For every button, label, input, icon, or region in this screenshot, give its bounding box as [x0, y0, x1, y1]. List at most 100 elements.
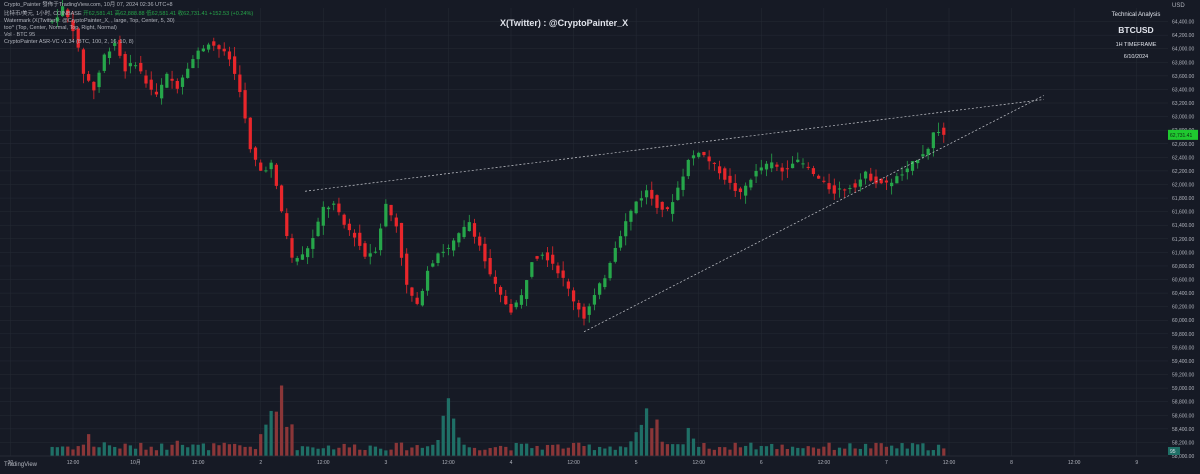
candle-body [624, 221, 628, 237]
candle-body [837, 188, 842, 190]
volume-bar [770, 443, 774, 456]
candle-body [738, 188, 743, 193]
volume-bar [624, 447, 628, 456]
volume-bar [154, 450, 159, 456]
volume-bar [910, 443, 915, 456]
candle-body [660, 201, 664, 210]
candle-body [535, 256, 539, 259]
volume-bar [931, 450, 935, 456]
candle-body [384, 203, 388, 227]
technical-analysis-box: Technical Analysis BTCUSD 1H TIMEFRAME 6… [1086, 12, 1186, 60]
volume-bar [107, 445, 112, 456]
candle-body [785, 168, 789, 170]
candle-body [603, 278, 607, 288]
indicator-too-legend[interactable]: too^ (Top, Center, Normal, Top, Right, N… [4, 25, 117, 31]
x-tick-label: 6 [760, 460, 763, 466]
tradingview-logo[interactable]: TradingView [4, 462, 38, 468]
watermark-text: X(Twitter) : @CryptoPainter_X [500, 18, 629, 28]
candle-body [504, 295, 508, 305]
candle-body [691, 155, 696, 159]
y-tick-label: 58,000.00 [1172, 454, 1194, 460]
candle-body [634, 201, 638, 214]
volume-bar [483, 449, 487, 456]
y-tick-label: 63,000.00 [1172, 115, 1194, 121]
candle-body [243, 90, 247, 119]
volume-bar [676, 444, 680, 456]
candle-body [936, 131, 941, 133]
x-tick-label: 12:00 [67, 460, 80, 466]
candle-body [681, 176, 685, 190]
candle-body [170, 78, 174, 81]
volume-bar [759, 445, 763, 456]
ta-date: 6/10/2024 [1123, 54, 1149, 60]
candle-body [358, 232, 362, 246]
volume-bar [863, 443, 868, 456]
volume-bar [884, 446, 889, 456]
candle-body [676, 187, 680, 200]
volume-bar [832, 449, 836, 456]
candle-body [71, 20, 75, 32]
volume-bar [671, 444, 675, 456]
currency-label[interactable]: USD [1172, 3, 1185, 9]
y-tick-label: 59,600.00 [1172, 345, 1194, 351]
volume-bar [50, 446, 54, 456]
volume-bar [97, 447, 101, 456]
volume-bar [540, 449, 544, 456]
candle-body [81, 49, 86, 74]
indicator-asr-legend[interactable]: CryptoPainter ASR-VC v1.34 (BTC, 100, 2,… [4, 39, 134, 45]
candle-body [279, 185, 284, 212]
indicator-volume-legend[interactable]: Vol · BTC 95 [4, 32, 36, 38]
volume-bar [342, 443, 346, 456]
candle-body [764, 163, 769, 170]
y-tick-label: 63,600.00 [1172, 74, 1194, 80]
volume-bar [415, 445, 419, 456]
candle-body [556, 265, 560, 274]
candle-body [723, 168, 727, 180]
volume-bar [660, 441, 664, 456]
y-tick-label: 60,000.00 [1172, 318, 1194, 324]
y-tick-label: 63,800.00 [1172, 60, 1194, 66]
candle-body [342, 214, 346, 225]
candle-body [921, 154, 925, 157]
volume-bar [535, 445, 539, 456]
volume-bar [733, 442, 737, 456]
indicator-watermark-legend[interactable]: Watermark (X(Twitter) : @CryptoPainter_X… [4, 18, 175, 24]
volume-bar [916, 444, 920, 456]
volume-bar [603, 448, 607, 456]
candle-body [613, 247, 617, 262]
volume-bar [384, 450, 388, 456]
volume-bar [300, 446, 305, 456]
volume-bar [717, 447, 722, 456]
candle-body [394, 217, 398, 227]
volume-bar [81, 444, 86, 456]
candle-body [389, 204, 393, 216]
volume-bar [905, 448, 909, 456]
candle-body [139, 62, 143, 72]
publish-header: Crypto_Painter 發佈于TradingView.com, 10月 0… [4, 2, 173, 8]
candle-body [811, 168, 816, 175]
volume-bar [629, 441, 633, 456]
candle-body [686, 159, 690, 177]
y-tick-label: 64,400.00 [1172, 20, 1194, 26]
y-tick-label: 64,200.00 [1172, 33, 1194, 39]
volume-bar [525, 443, 529, 456]
volume-bar [921, 443, 925, 456]
candle-body [269, 162, 273, 170]
trendline [583, 95, 1044, 333]
candle-body [233, 56, 237, 74]
volume-bar [848, 443, 852, 456]
x-tick-label: 9 [1135, 460, 1138, 466]
candle-body [446, 247, 451, 249]
candle-body [900, 174, 904, 176]
volume-bar [707, 448, 711, 456]
volume-bar [566, 447, 570, 456]
symbol-legend: 比特币/美元, 1小时, COINBASE 开62,581.41 高62,888… [4, 11, 253, 18]
candle-body [665, 207, 670, 210]
volume-bar [618, 446, 623, 456]
candle-body [107, 51, 112, 59]
candle-body [895, 176, 899, 184]
y-tick-label: 63,200.00 [1172, 101, 1194, 107]
volume-bar [926, 450, 930, 456]
volume-bar [160, 443, 164, 456]
